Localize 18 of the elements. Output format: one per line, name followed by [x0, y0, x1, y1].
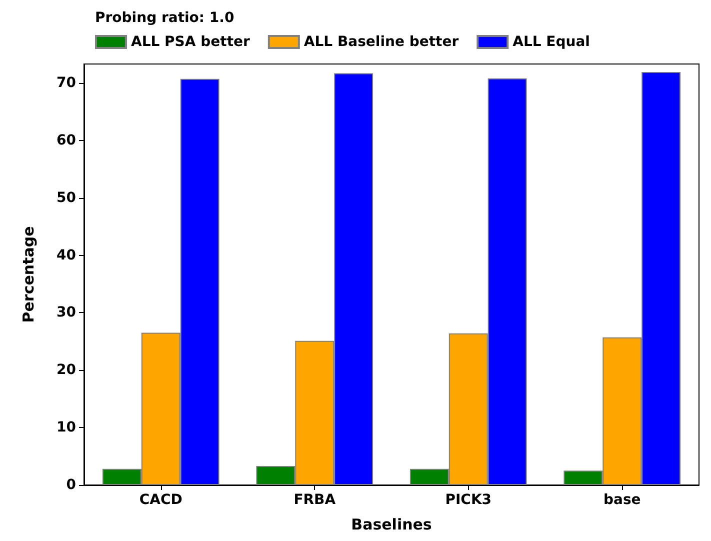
x-tick-label: PICK3 — [445, 492, 492, 508]
y-tick-label: 10 — [56, 420, 76, 436]
y-tick-label: 70 — [56, 74, 76, 91]
legend-title: Probing ratio: 1.0 — [95, 10, 234, 26]
y-tick-label: 20 — [56, 362, 76, 378]
legend-label: ALL Baseline better — [304, 34, 459, 50]
legend-label: ALL Equal — [512, 34, 590, 50]
y-tick-label: 0 — [66, 477, 76, 493]
x-tick-label: base — [603, 492, 641, 508]
x-tick-label: FRBA — [294, 492, 336, 508]
y-tick-label: 50 — [56, 190, 76, 206]
legend-label: ALL PSA better — [131, 34, 250, 50]
y-tick-label: 30 — [56, 304, 76, 321]
y-axis-title: Percentage — [20, 226, 38, 323]
y-tick-label: 40 — [56, 247, 76, 264]
y-tick-label: 60 — [56, 132, 76, 148]
x-tick-label: CACD — [139, 492, 182, 508]
x-axis-title: Baselines — [351, 516, 432, 534]
